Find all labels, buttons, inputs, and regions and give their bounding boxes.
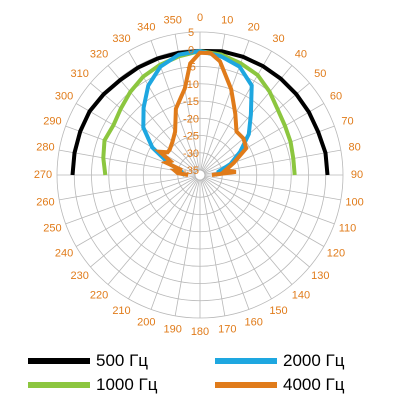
- radial-label--20: -20: [183, 113, 199, 125]
- angle-label-330: 330: [112, 33, 130, 45]
- radial-label-5: 5: [188, 27, 194, 39]
- angle-label-260: 260: [36, 196, 54, 208]
- polar-grid: [56, 31, 344, 319]
- angle-label-120: 120: [327, 248, 345, 260]
- angle-label-100: 100: [345, 196, 363, 208]
- angle-label-180: 180: [191, 326, 209, 338]
- angle-label-80: 80: [348, 142, 360, 154]
- grid-spoke-160: [201, 179, 250, 310]
- angle-label-300: 300: [55, 91, 73, 103]
- angle-label-10: 10: [221, 14, 233, 26]
- legend-item-500: 500 Гц: [28, 351, 148, 371]
- angle-label-320: 320: [90, 49, 108, 61]
- legend-swatch-4000: [215, 382, 277, 388]
- series-group: [70, 48, 330, 177]
- grid-spoke-340: [150, 40, 199, 171]
- legend-swatch-500: [28, 358, 90, 364]
- legend-swatch-1000: [28, 382, 90, 388]
- angle-label-270: 270: [34, 169, 52, 181]
- grid-spoke-240: [75, 177, 196, 247]
- polar-chart: 0 102030405060708090100110120130140150160…: [34, 12, 364, 338]
- radial-label--10: -10: [183, 79, 199, 91]
- legend-label-2000: 2000 Гц: [283, 351, 345, 370]
- grid-spoke-320: [107, 65, 198, 172]
- grid-spoke-260: [59, 175, 196, 201]
- legend-item-2000: 2000 Гц: [215, 351, 344, 371]
- grid-spoke-170: [200, 179, 226, 316]
- grid-spoke-60: [204, 103, 325, 173]
- angle-label-280: 280: [36, 142, 54, 154]
- angle-label-90: 90: [351, 169, 363, 181]
- angle-label-350: 350: [164, 14, 182, 26]
- grid-spoke-130: [203, 177, 310, 268]
- angle-label-250: 250: [43, 223, 61, 235]
- grid-spoke-30: [202, 50, 272, 171]
- angle-label-160: 160: [245, 317, 263, 329]
- angle-label-220: 220: [90, 289, 108, 301]
- angle-label-150: 150: [269, 305, 287, 317]
- legend-label-4000: 4000 Гц: [283, 375, 345, 394]
- grid-spoke-120: [204, 177, 325, 247]
- grid-spoke-200: [150, 179, 199, 310]
- grid-spoke-190: [174, 179, 200, 316]
- angle-label-340: 340: [137, 21, 155, 33]
- angle-label-130: 130: [311, 270, 329, 282]
- grid-spoke-210: [128, 179, 198, 300]
- grid-spoke-40: [202, 65, 293, 172]
- radial-label--5: -5: [186, 62, 196, 74]
- angle-label-30: 30: [272, 33, 284, 45]
- grid-spoke-230: [90, 177, 197, 268]
- grid-spoke-220: [107, 178, 198, 285]
- angle-label-210: 210: [112, 305, 130, 317]
- radial-label--15: -15: [183, 96, 199, 108]
- grid-spoke-50: [203, 82, 310, 173]
- grid-spoke-300: [75, 103, 196, 173]
- angle-label-20: 20: [248, 21, 260, 33]
- angle-label-70: 70: [341, 115, 353, 127]
- radial-label-0: 0: [188, 44, 194, 56]
- angle-label-40: 40: [295, 49, 307, 61]
- angle-label-60: 60: [330, 91, 342, 103]
- series-line-4000-Гц: [154, 50, 249, 177]
- grid-spoke-110: [204, 176, 335, 225]
- legend-label-500: 500 Гц: [96, 351, 149, 370]
- legend-item-1000: 1000 Гц: [28, 375, 157, 395]
- angle-label-230: 230: [71, 270, 89, 282]
- radial-label--30: -30: [183, 148, 199, 160]
- legend-label-1000: 1000 Гц: [96, 375, 158, 394]
- angle-label-310: 310: [71, 68, 89, 80]
- legend: 500 Гц 2000 Гц 1000 Гц 4000 Гц: [0, 340, 400, 400]
- legend-item-4000: 4000 Гц: [215, 375, 344, 395]
- tick-labels: 0 102030405060708090100110120130140150160…: [34, 12, 364, 338]
- grid-spoke-140: [202, 178, 293, 285]
- angle-label-290: 290: [43, 115, 61, 127]
- radial-label--35: -35: [183, 165, 199, 177]
- angle-label-170: 170: [218, 324, 236, 336]
- radial-label--25: -25: [183, 131, 199, 143]
- angle-label-0: 0: [197, 12, 203, 24]
- angle-label-200: 200: [137, 317, 155, 329]
- grid-spoke-250: [65, 176, 196, 225]
- grid-spoke-150: [202, 179, 272, 300]
- angle-label-190: 190: [164, 324, 182, 336]
- grid-spoke-330: [128, 50, 198, 171]
- legend-swatch-2000: [215, 358, 277, 364]
- grid-spoke-100: [204, 175, 341, 201]
- angle-label-50: 50: [314, 68, 326, 80]
- angle-label-240: 240: [55, 248, 73, 260]
- angle-label-110: 110: [339, 223, 357, 235]
- angle-label-140: 140: [292, 289, 310, 301]
